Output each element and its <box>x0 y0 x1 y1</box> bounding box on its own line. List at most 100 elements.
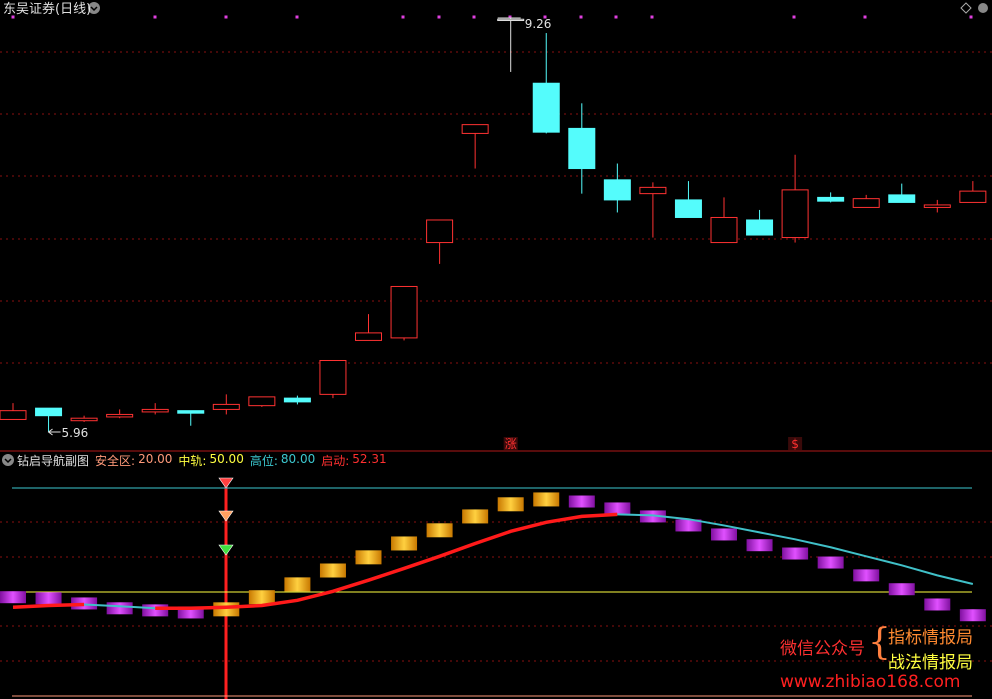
signal-dot <box>508 15 512 19</box>
block <box>853 569 880 582</box>
settings-icon[interactable] <box>978 3 988 13</box>
candle-body <box>248 396 276 407</box>
level-legend: 中轨: 50.00 <box>178 452 243 469</box>
candle-body <box>639 186 667 195</box>
block <box>35 592 62 605</box>
candle-body <box>674 199 702 218</box>
candle-body <box>426 219 454 244</box>
signal-dot <box>614 15 618 19</box>
block <box>0 591 26 604</box>
block <box>746 539 773 552</box>
candle-body <box>852 198 880 208</box>
grid <box>0 51 992 662</box>
watermark-url: www.zhibiao168.com <box>780 672 961 692</box>
block <box>568 495 595 508</box>
signal-dot <box>295 15 299 19</box>
signal-dot <box>153 15 157 19</box>
level-name: 安全区: <box>95 454 136 468</box>
candle-body <box>497 18 525 22</box>
candle-body <box>390 285 418 339</box>
block <box>675 519 702 532</box>
signal-dot <box>11 15 15 19</box>
series-last-value: 52.31 <box>352 452 387 466</box>
diamond-red <box>218 477 234 489</box>
candle-body <box>70 417 98 422</box>
block <box>426 523 453 538</box>
signal-dot <box>401 15 405 19</box>
signal-dots <box>11 15 973 19</box>
watermark-name: 战法情报局 <box>888 653 973 673</box>
block <box>782 547 809 560</box>
block <box>248 590 275 605</box>
block <box>213 602 240 617</box>
signal-dot <box>543 15 547 19</box>
signal-dot <box>224 15 228 19</box>
block <box>391 536 418 551</box>
level-value: 20.00 <box>138 452 173 466</box>
indicator-line <box>84 603 156 610</box>
signal-dot <box>969 15 973 19</box>
candle-body <box>35 407 63 417</box>
candle-body <box>532 82 560 133</box>
block <box>888 583 915 596</box>
block <box>462 509 489 524</box>
block <box>106 602 133 615</box>
candle-body <box>817 196 845 202</box>
candle-body <box>141 408 169 413</box>
candle-body <box>923 204 951 208</box>
block <box>142 604 169 617</box>
candle-body <box>781 189 809 239</box>
candle-body <box>177 410 205 414</box>
level-legend: 高位: 80.00 <box>250 452 315 469</box>
block <box>817 556 844 569</box>
candle-body <box>319 359 347 395</box>
low-arrow <box>47 428 53 436</box>
block <box>711 528 737 541</box>
menu-icon[interactable] <box>2 454 14 466</box>
indicator-title: 钻启导航副图 <box>17 454 90 468</box>
chart-title: 东吴证券(日线) <box>3 1 91 17</box>
candle-body <box>461 124 489 134</box>
block <box>924 598 951 611</box>
series-legend: 启动: 52.31 <box>321 452 386 469</box>
candle-body <box>283 397 311 403</box>
candle-body <box>212 403 240 410</box>
signal-dot <box>579 15 583 19</box>
candle-body <box>746 219 774 236</box>
signal-dot <box>792 15 796 19</box>
block <box>604 502 631 515</box>
signal-dot <box>863 15 867 19</box>
watermark-account: 微信公众号 <box>780 639 865 659</box>
block <box>959 609 986 622</box>
level-legend: 安全区: 20.00 <box>95 452 172 469</box>
candle-body <box>603 179 631 201</box>
watermark-brace: { <box>868 622 891 663</box>
low-label: 5.96 <box>62 426 89 440</box>
diamond-orange <box>218 510 234 522</box>
signal-label: $ <box>791 437 799 451</box>
level-value: 50.00 <box>209 452 244 466</box>
indicator-header: 钻启导航副图 安全区: 20.00 中轨: 50.00 高位: 80.00 启动: 52.31 <box>17 452 387 469</box>
candle-body <box>888 194 916 203</box>
block <box>639 510 666 523</box>
block <box>284 577 311 592</box>
diamond-green <box>218 544 234 556</box>
block <box>71 597 98 610</box>
indicator-line <box>155 512 618 611</box>
signal-dot <box>650 15 654 19</box>
menu-icon[interactable] <box>88 2 100 14</box>
candle-body <box>0 410 27 420</box>
signal-label: 涨 <box>505 436 517 451</box>
series-name: 启动: <box>321 454 350 468</box>
menu-chevron <box>90 6 98 12</box>
signal-dot <box>472 15 476 19</box>
high-label: 9.26 <box>525 17 552 31</box>
level-name: 高位: <box>249 454 278 468</box>
menu-chevron <box>4 458 12 464</box>
candle-body <box>568 127 596 170</box>
signal-dot <box>437 15 441 19</box>
float-icon[interactable] <box>960 2 972 14</box>
signal-box <box>503 437 518 450</box>
